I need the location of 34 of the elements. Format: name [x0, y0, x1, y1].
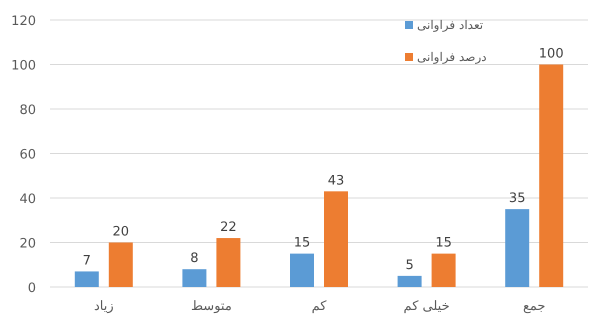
- data-label: 15: [294, 236, 310, 251]
- data-label: 22: [220, 220, 237, 236]
- bar: [324, 191, 348, 287]
- x-tick-label: زیاد: [94, 299, 114, 314]
- data-label: 35: [508, 191, 526, 206]
- legend-label: تعداد فراوانی: [417, 18, 484, 32]
- bar: [539, 64, 564, 287]
- data-label: 15: [435, 236, 452, 251]
- x-tick-label: کم: [312, 299, 328, 314]
- y-tick-label: 80: [19, 103, 36, 118]
- data-label: 5: [405, 258, 414, 273]
- bar: [216, 238, 240, 287]
- x-tick-label: متوسط: [190, 299, 232, 314]
- y-tick-label: 100: [11, 58, 36, 74]
- bar: [505, 209, 530, 287]
- bar: [432, 254, 456, 287]
- bar: [398, 276, 422, 287]
- y-tick-label: 120: [11, 14, 36, 29]
- data-label: 100: [538, 46, 564, 62]
- bar: [74, 271, 99, 287]
- legend-label: درصد فراوانی: [417, 50, 487, 64]
- bar: [290, 254, 314, 287]
- x-tick-label: جمع: [522, 299, 546, 314]
- data-label: 43: [328, 173, 344, 188]
- bar: [182, 269, 206, 287]
- x-tick-label: خیلی کم: [404, 299, 450, 314]
- data-label: 7: [82, 253, 91, 268]
- y-tick-label: 20: [19, 236, 36, 252]
- y-tick-label: 60: [19, 148, 36, 162]
- data-label: 20: [112, 224, 130, 240]
- bar: [108, 242, 133, 287]
- y-tick-label: 40: [19, 192, 36, 207]
- data-label: 8: [190, 251, 199, 266]
- y-tick-label: 0: [28, 281, 36, 296]
